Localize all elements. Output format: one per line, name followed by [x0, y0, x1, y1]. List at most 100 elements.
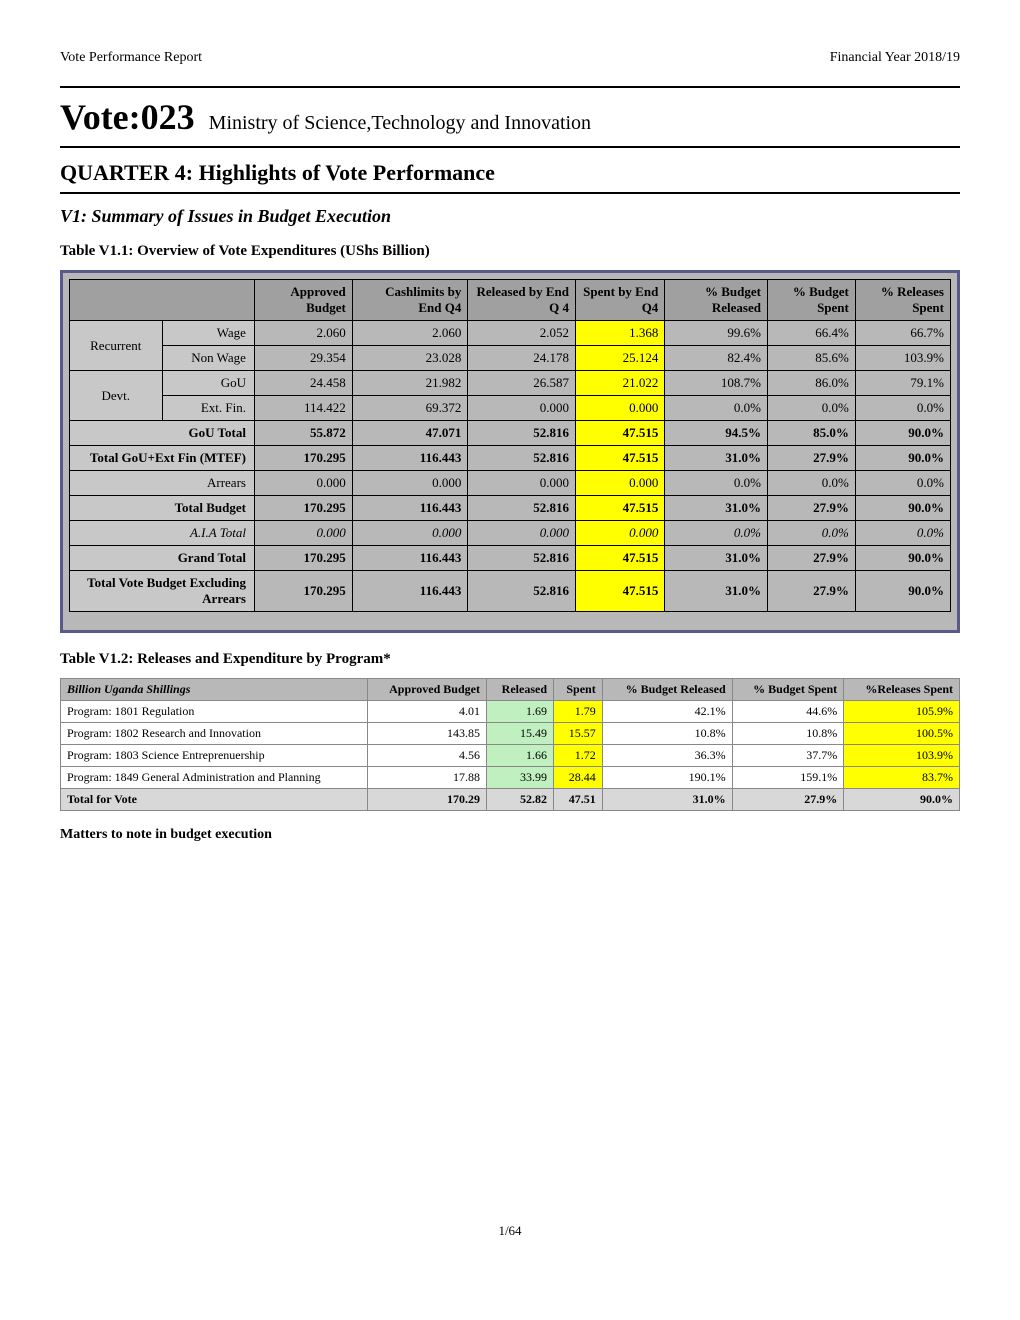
- row-group-label: Devt.: [70, 371, 163, 421]
- table-cell: 1.66: [486, 745, 553, 767]
- table-cell: 170.295: [254, 446, 352, 471]
- table-cell: 27.9%: [768, 571, 856, 612]
- table-cell: 90.0%: [855, 421, 950, 446]
- table2-header-label: Billion Uganda Shillings: [61, 679, 368, 701]
- table-cell: 170.295: [254, 546, 352, 571]
- table-cell: 47.51: [554, 789, 603, 811]
- table-cell: 55.872: [254, 421, 352, 446]
- table-cell: 0.000: [352, 471, 468, 496]
- table-row: RecurrentWage2.0602.0602.0521.36899.6%66…: [70, 321, 951, 346]
- program-table: Billion Uganda Shillings Approved Budget…: [60, 678, 960, 811]
- program-label: Program: 1803 Science Entreprenuership: [61, 745, 368, 767]
- table-cell: 86.0%: [768, 371, 856, 396]
- table-cell: 52.816: [468, 546, 576, 571]
- table-cell: 0.000: [575, 521, 664, 546]
- row-label: Grand Total: [70, 546, 255, 571]
- table-cell: 90.0%: [855, 446, 950, 471]
- table-cell: 24.178: [468, 346, 576, 371]
- table1-header-row: Approved Budget Cashlimits by End Q4 Rel…: [70, 280, 951, 321]
- table-cell: 100.5%: [844, 723, 960, 745]
- table-cell: 0.0%: [855, 396, 950, 421]
- table-cell: 66.7%: [855, 321, 950, 346]
- table-cell: 21.022: [575, 371, 664, 396]
- table-cell: 21.982: [352, 371, 468, 396]
- matters-heading: Matters to note in budget execution: [60, 827, 960, 843]
- table-cell: 26.587: [468, 371, 576, 396]
- table-cell: 0.0%: [855, 521, 950, 546]
- table-cell: 25.124: [575, 346, 664, 371]
- expenditure-table: Approved Budget Cashlimits by End Q4 Rel…: [69, 279, 951, 612]
- table-cell: 10.8%: [732, 723, 844, 745]
- subsection-heading: V1: Summary of Issues in Budget Executio…: [60, 206, 960, 227]
- table-cell: 116.443: [352, 571, 468, 612]
- table1-header-pct-releases-spent: % Releases Spent: [855, 280, 950, 321]
- table-row: Program: 1849 General Administration and…: [61, 767, 960, 789]
- table2-header-released: Released: [486, 679, 553, 701]
- table-cell: 24.458: [254, 371, 352, 396]
- table-cell: 66.4%: [768, 321, 856, 346]
- table-cell: 114.422: [254, 396, 352, 421]
- table-cell: 36.3%: [602, 745, 732, 767]
- table-cell: 0.000: [575, 471, 664, 496]
- table-row: Total GoU+Ext Fin (MTEF)170.295116.44352…: [70, 446, 951, 471]
- table-cell: 10.8%: [602, 723, 732, 745]
- table-cell: 27.9%: [768, 496, 856, 521]
- table-cell: 0.0%: [768, 471, 856, 496]
- row-label: Arrears: [70, 471, 255, 496]
- table-row: Grand Total170.295116.44352.81647.51531.…: [70, 546, 951, 571]
- table-cell: 47.515: [575, 496, 664, 521]
- table-cell: 0.0%: [855, 471, 950, 496]
- section-heading: QUARTER 4: Highlights of Vote Performanc…: [60, 160, 960, 194]
- table-cell: 47.071: [352, 421, 468, 446]
- table-cell: 170.29: [367, 789, 486, 811]
- table-cell: 90.0%: [855, 496, 950, 521]
- table-cell: 52.816: [468, 421, 576, 446]
- table2-header-spent: Spent: [554, 679, 603, 701]
- table-cell: 31.0%: [602, 789, 732, 811]
- table-cell: 4.01: [367, 701, 486, 723]
- table-cell: 0.000: [468, 471, 576, 496]
- table-cell: 23.028: [352, 346, 468, 371]
- table-cell: 85.0%: [768, 421, 856, 446]
- row-label: Total Budget: [70, 496, 255, 521]
- table2-header-pct-spent: % Budget Spent: [732, 679, 844, 701]
- table-row: Arrears0.0000.0000.0000.0000.0%0.0%0.0%: [70, 471, 951, 496]
- table-cell: 103.9%: [844, 745, 960, 767]
- table-row: Non Wage29.35423.02824.17825.12482.4%85.…: [70, 346, 951, 371]
- table-cell: 108.7%: [665, 371, 768, 396]
- table-cell: 31.0%: [665, 496, 768, 521]
- table-cell: 52.816: [468, 496, 576, 521]
- table-row: Ext. Fin.114.42269.3720.0000.0000.0%0.0%…: [70, 396, 951, 421]
- vote-number: Vote:023: [60, 97, 195, 137]
- row-label: Total GoU+Ext Fin (MTEF): [70, 446, 255, 471]
- row-sublabel: Wage: [162, 321, 254, 346]
- table-cell: 85.6%: [768, 346, 856, 371]
- table-cell: 37.7%: [732, 745, 844, 767]
- table-cell: 90.0%: [855, 546, 950, 571]
- table-cell: 2.052: [468, 321, 576, 346]
- table-cell: 52.82: [486, 789, 553, 811]
- table-cell: 44.6%: [732, 701, 844, 723]
- table-cell: 0.000: [352, 521, 468, 546]
- table-cell: 52.816: [468, 571, 576, 612]
- table-cell: 159.1%: [732, 767, 844, 789]
- table-cell: 47.515: [575, 546, 664, 571]
- vote-title-block: Vote:023 Ministry of Science,Technology …: [60, 86, 960, 148]
- table1-header-spent: Spent by End Q4: [575, 280, 664, 321]
- table-cell: 15.57: [554, 723, 603, 745]
- page-header: Vote Performance Report Financial Year 2…: [60, 50, 960, 66]
- report-title: Vote Performance Report: [60, 50, 202, 66]
- table-cell: 170.295: [254, 571, 352, 612]
- table-cell: 27.9%: [768, 546, 856, 571]
- table-cell: 2.060: [352, 321, 468, 346]
- table-total-row: Total for Vote170.2952.8247.5131.0%27.9%…: [61, 789, 960, 811]
- table-cell: 0.000: [575, 396, 664, 421]
- table-cell: 47.515: [575, 571, 664, 612]
- table2-title: Table V1.2: Releases and Expenditure by …: [60, 651, 960, 668]
- table-cell: 33.99: [486, 767, 553, 789]
- table-row: Program: 1802 Research and Innovation143…: [61, 723, 960, 745]
- table-row: Total Budget170.295116.44352.81647.51531…: [70, 496, 951, 521]
- table-cell: 2.060: [254, 321, 352, 346]
- row-sublabel: GoU: [162, 371, 254, 396]
- table-cell: 1.79: [554, 701, 603, 723]
